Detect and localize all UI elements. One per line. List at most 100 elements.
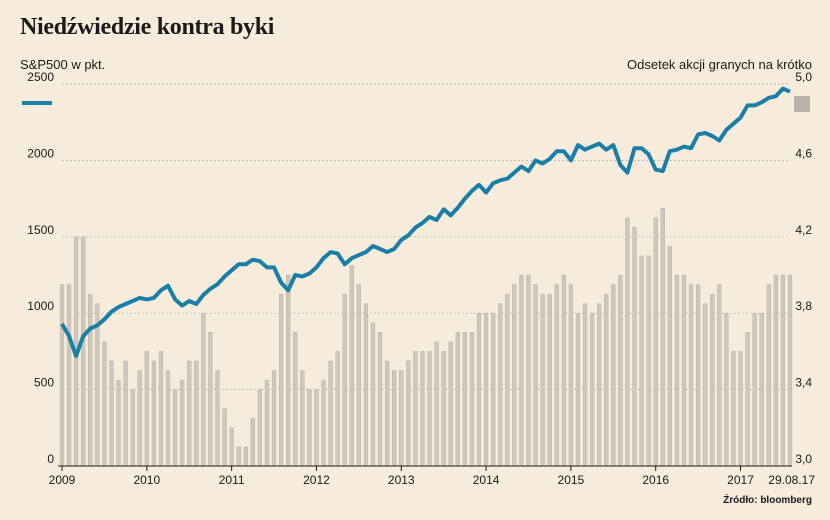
short-interest-bar [314,389,319,467]
short-interest-bar [264,379,270,467]
short-interest-bar [476,313,482,467]
left-tick-label: 1000 [27,299,54,313]
right-tick-label: 3,4 [795,376,812,390]
short-interest-bar [632,227,637,467]
left-axis-label: S&P500 w pkt. [20,57,106,72]
sp500-line [60,86,791,358]
short-interest-bar [349,265,354,467]
x-tick-label: 29.08.17 [768,473,815,487]
short-interest-bar [512,284,517,467]
short-interest-bar [151,360,157,467]
x-tick-label: 2016 [642,473,669,487]
short-interest-bar [618,274,623,467]
short-interest-bar [59,284,65,467]
short-interest-bar [660,207,665,467]
short-interest-bar [392,370,397,467]
short-interest-bar [611,284,616,467]
axes: 0 500 1000 1500 2000 2500 3,0 3,4 3,8 4,2 4,6 5,0 20… [27,70,815,487]
short-interest-bar [137,370,142,467]
short-interest-bar [144,351,149,467]
short-interest-bar [787,274,793,467]
short-interest-bar [165,370,171,467]
short-interest-bar [201,313,206,467]
short-interest-bar [625,217,630,467]
short-interest-bar [780,274,786,467]
short-interest-bar [66,284,72,467]
left-tick-label: 500 [34,376,54,390]
short-interest-bar [300,370,305,467]
short-interest-bar [328,360,333,467]
short-interest-bar [370,322,376,467]
right-tick-label: 5,0 [795,70,812,84]
right-tick-label: 4,6 [795,146,812,160]
left-tick-label: 0 [47,452,54,466]
right-tick-label: 4,2 [795,223,812,237]
short-interest-bar [526,274,531,467]
short-interest-bar [766,284,771,467]
short-interest-bar [575,313,581,467]
short-interest-bar [243,446,248,467]
short-interest-bar [427,351,432,467]
short-interest-bar [434,341,439,467]
short-interest-bar [483,313,489,467]
short-interest-bars [59,207,793,467]
short-interest-bar [158,351,164,467]
short-interest-bar [81,236,86,467]
short-interest-bar [505,293,510,467]
short-interest-bar [695,284,701,467]
short-interest-bar [667,246,672,467]
short-interest-bar [738,351,743,467]
short-interest-bar [420,351,425,467]
short-interest-bar [597,303,602,467]
short-interest-bar [674,274,680,467]
short-interest-bar [363,303,369,467]
short-interest-bar [286,274,291,467]
short-interest-bar [236,446,241,467]
x-tick-label: 2017 [727,473,754,487]
right-tick-label: 3,0 [795,452,812,466]
left-tick-label: 1500 [27,223,54,237]
short-interest-bar [271,370,277,467]
short-interest-bar [356,284,361,467]
short-interest-bar [519,274,524,467]
short-interest-bar [187,360,192,467]
short-interest-bar [498,303,503,467]
short-interest-bar [208,332,213,467]
short-interest-bar [88,293,93,467]
short-interest-bar [180,379,185,467]
short-interest-bar [561,274,566,467]
short-interest-bar [653,217,658,467]
short-interest-bar [710,293,715,467]
short-interest-bar [745,332,750,467]
legend-bar-marker [794,96,810,112]
short-interest-bar [109,360,114,467]
short-interest-bar [731,351,736,467]
short-interest-bar [568,284,574,467]
short-interest-bar [533,284,538,467]
short-interest-bar [377,332,383,467]
right-axis-label: Odsetek akcji granych na krótko [627,57,812,72]
short-interest-bar [257,389,263,467]
short-interest-bar [123,360,128,467]
short-interest-bar [469,332,475,467]
short-interest-bar [102,341,107,467]
short-interest-bar [399,370,404,467]
short-interest-bar [540,293,545,467]
chart-title: Niedźwiedzie kontra byki [20,14,275,40]
short-interest-bar [646,255,651,467]
short-interest-bar [385,360,390,467]
short-interest-bar [293,332,298,467]
short-interest-bar [688,284,694,467]
short-interest-bar [681,274,687,467]
short-interest-bar [724,313,729,467]
short-interest-bar [752,313,757,467]
x-tick-label: 2014 [473,473,500,487]
short-interest-bar [321,379,326,467]
left-tick-label: 2000 [27,146,54,160]
short-interest-bar [250,418,255,467]
short-interest-bar [335,351,340,467]
x-tick-label: 2012 [303,473,330,487]
short-interest-bar [194,360,199,467]
short-interest-bar [773,274,778,467]
